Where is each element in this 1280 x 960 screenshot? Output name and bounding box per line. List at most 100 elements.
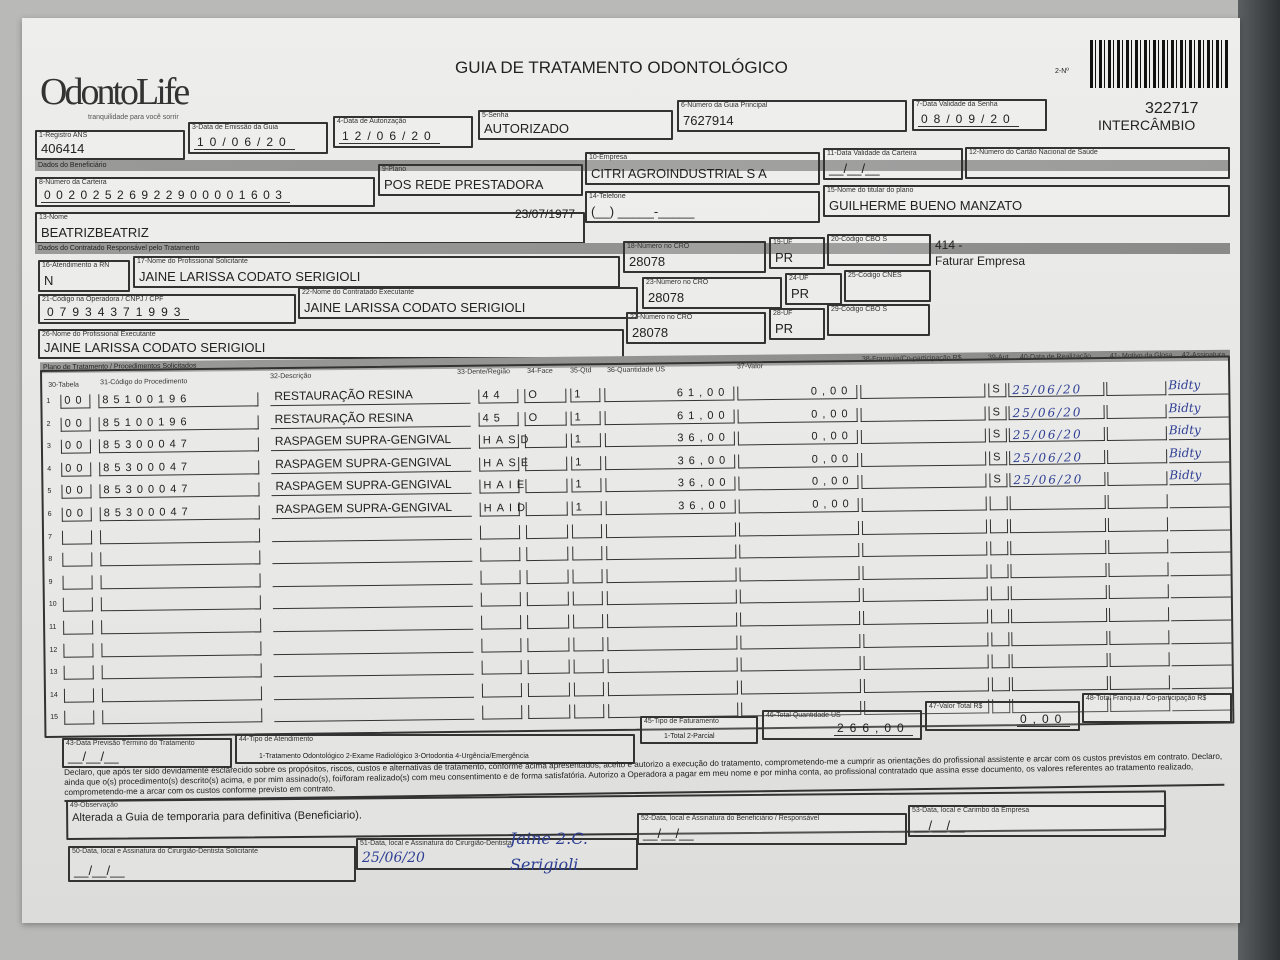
cell-assinatura[interactable]: Bidty (1168, 377, 1229, 396)
cell-franquia[interactable] (863, 677, 989, 693)
cell-aut[interactable]: S (989, 450, 1008, 466)
cell-descricao[interactable] (272, 590, 473, 610)
cell-qtd[interactable] (573, 681, 605, 697)
cell-assinatura[interactable] (1171, 626, 1232, 644)
cell-qtd[interactable]: 1 (571, 501, 602, 516)
field-cro-27[interactable]: 27-Número no CRO 28078 (626, 312, 766, 344)
field-validade-carteira[interactable]: 11-Data Validade da Carteira __/__/__ (823, 148, 963, 180)
field-cnes[interactable]: 25-Código CNES (844, 270, 931, 302)
cell-dente[interactable]: 44 (478, 389, 519, 404)
cell-dente[interactable] (482, 705, 523, 721)
cell-motivo-glosa[interactable] (1106, 426, 1167, 442)
field-telefone[interactable]: 14-Telefone (__) _____-_____ (585, 191, 820, 223)
field-valor-total[interactable]: 47-Valor Total R$ 0,00 (925, 701, 1080, 731)
field-total-franquia[interactable]: 48-Total Franquia / Co-participação R$ (1082, 693, 1232, 723)
cell-motivo-glosa[interactable] (1108, 539, 1169, 555)
cell-face[interactable] (526, 591, 569, 607)
cell-aut[interactable]: S (988, 383, 1007, 398)
cell-valor[interactable]: 0,00 (737, 430, 858, 446)
field-cro-18[interactable]: 18-Número no CRO 28078 (623, 241, 766, 273)
cell-face[interactable] (528, 704, 571, 720)
cell-tabela[interactable] (62, 575, 93, 590)
cell-motivo-glosa[interactable] (1108, 607, 1170, 622)
field-plano[interactable]: 9-Plano POS REDE PRESTADORA (378, 164, 583, 196)
cell-face[interactable] (527, 614, 570, 630)
cell-data-realizacao[interactable] (1010, 540, 1107, 556)
cell-valor[interactable]: 0,00 (738, 475, 859, 491)
cell-assinatura[interactable]: Bidty (1169, 467, 1230, 486)
cell-qtd[interactable] (573, 636, 604, 652)
cell-tabela[interactable] (62, 552, 93, 567)
cell-quantidade-us[interactable]: 61,00 (604, 409, 735, 425)
cell-quantidade-us[interactable] (606, 544, 737, 561)
cell-face[interactable] (527, 659, 570, 675)
cell-descricao[interactable]: RASPAGEM SUPRA-GENGIVAL (271, 454, 472, 474)
cell-tabela[interactable] (62, 597, 93, 613)
field-atendimento-rn[interactable]: 16-Atendimento a RN N (38, 260, 130, 292)
cell-descricao[interactable] (272, 544, 473, 565)
cell-valor[interactable]: 0,00 (738, 452, 859, 469)
cell-motivo-glosa[interactable] (1109, 629, 1170, 645)
cell-franquia[interactable] (861, 496, 987, 512)
cell-assinatura[interactable]: Bidty (1168, 422, 1229, 441)
field-empresa[interactable]: 10-Empresa CITRI AGROINDUSTRIAL S A (585, 152, 820, 185)
field-prof-solicitante[interactable]: 17-Nome do Profissional Solicitante JAINE… (133, 256, 620, 288)
cell-data-realizacao[interactable] (1010, 562, 1107, 578)
cell-assinatura[interactable] (1170, 558, 1231, 576)
field-validade-senha[interactable]: 7-Data Validade da Senha 08/09/20 (912, 99, 1047, 131)
cell-tabela[interactable]: 00 (61, 507, 92, 522)
cell-assinatura[interactable]: Bidty (1168, 400, 1229, 418)
field-carimbo-empresa[interactable]: 53-Data, local e Carimbo da Empresa __/__… (908, 805, 1166, 837)
cell-codigo[interactable]: 85300047 (99, 482, 260, 499)
cell-assinatura[interactable] (1170, 580, 1231, 599)
field-prof-exec[interactable]: 26-Nome do Profissional Executante JAINE … (38, 329, 624, 359)
cell-tabela[interactable]: 00 (60, 439, 92, 454)
cell-descricao[interactable]: RESTAURAÇÃO RESINA (270, 386, 471, 407)
cell-qtd[interactable] (573, 614, 604, 629)
cell-face[interactable] (527, 682, 571, 697)
cell-qtd[interactable]: 1 (570, 388, 601, 403)
cell-quantidade-us[interactable]: 36,00 (604, 431, 735, 448)
cell-dente[interactable]: HAIE (479, 479, 529, 495)
cell-quantidade-us[interactable] (606, 589, 737, 606)
cell-valor[interactable]: 0,00 (737, 385, 858, 401)
field-cbo-20[interactable]: 20-Código CBO S (827, 234, 931, 266)
cell-assinatura[interactable] (1170, 603, 1232, 622)
field-cbo-29[interactable]: 29-Código CBO S (827, 304, 930, 336)
cell-quantidade-us[interactable]: 36,00 (605, 499, 736, 516)
cell-qtd[interactable]: 1 (571, 455, 602, 471)
cell-aut[interactable] (989, 496, 1008, 511)
field-previsao[interactable]: 43-Data Previsão Término do Tratamento __… (62, 738, 232, 768)
cell-codigo[interactable] (102, 708, 263, 725)
cell-tabela[interactable]: 00 (60, 416, 91, 432)
cell-tabela[interactable] (63, 688, 95, 703)
cell-franquia[interactable] (862, 541, 988, 558)
cell-codigo[interactable] (100, 573, 261, 590)
cell-valor[interactable] (739, 565, 860, 582)
cell-face[interactable] (524, 433, 567, 449)
cell-valor[interactable] (740, 656, 861, 672)
cell-motivo-glosa[interactable] (1109, 652, 1170, 668)
cell-tabela[interactable] (64, 710, 95, 726)
cell-tabela[interactable]: 00 (60, 394, 91, 409)
cell-assinatura[interactable] (1171, 671, 1232, 689)
cell-data-realizacao[interactable] (1011, 675, 1108, 691)
cell-dente[interactable] (481, 682, 523, 698)
cell-quantidade-us[interactable]: 36,00 (605, 454, 736, 470)
cell-dente[interactable] (481, 660, 522, 675)
cell-valor[interactable] (740, 633, 861, 650)
cell-dente[interactable]: HASD (478, 434, 534, 449)
cell-codigo[interactable]: 85100196 (98, 392, 259, 409)
cell-valor[interactable]: 0,00 (737, 407, 858, 424)
cell-face[interactable]: O (524, 411, 567, 426)
field-codigo-operadora[interactable]: 21-Código na Operadora / CNPJ / CPF 07934… (38, 294, 296, 324)
field-data-autorizacao[interactable]: 4-Data de Autorização 12/06/20 (333, 116, 473, 148)
cell-codigo[interactable] (100, 550, 261, 567)
cell-face[interactable] (525, 524, 569, 539)
cell-face[interactable] (526, 569, 569, 584)
cell-data-realizacao[interactable] (1010, 585, 1107, 601)
cell-franquia[interactable] (863, 609, 989, 625)
cell-codigo[interactable] (99, 527, 261, 544)
cell-aut[interactable]: S (988, 428, 1007, 443)
field-senha[interactable]: 5-Senha AUTORIZADO (478, 110, 673, 140)
